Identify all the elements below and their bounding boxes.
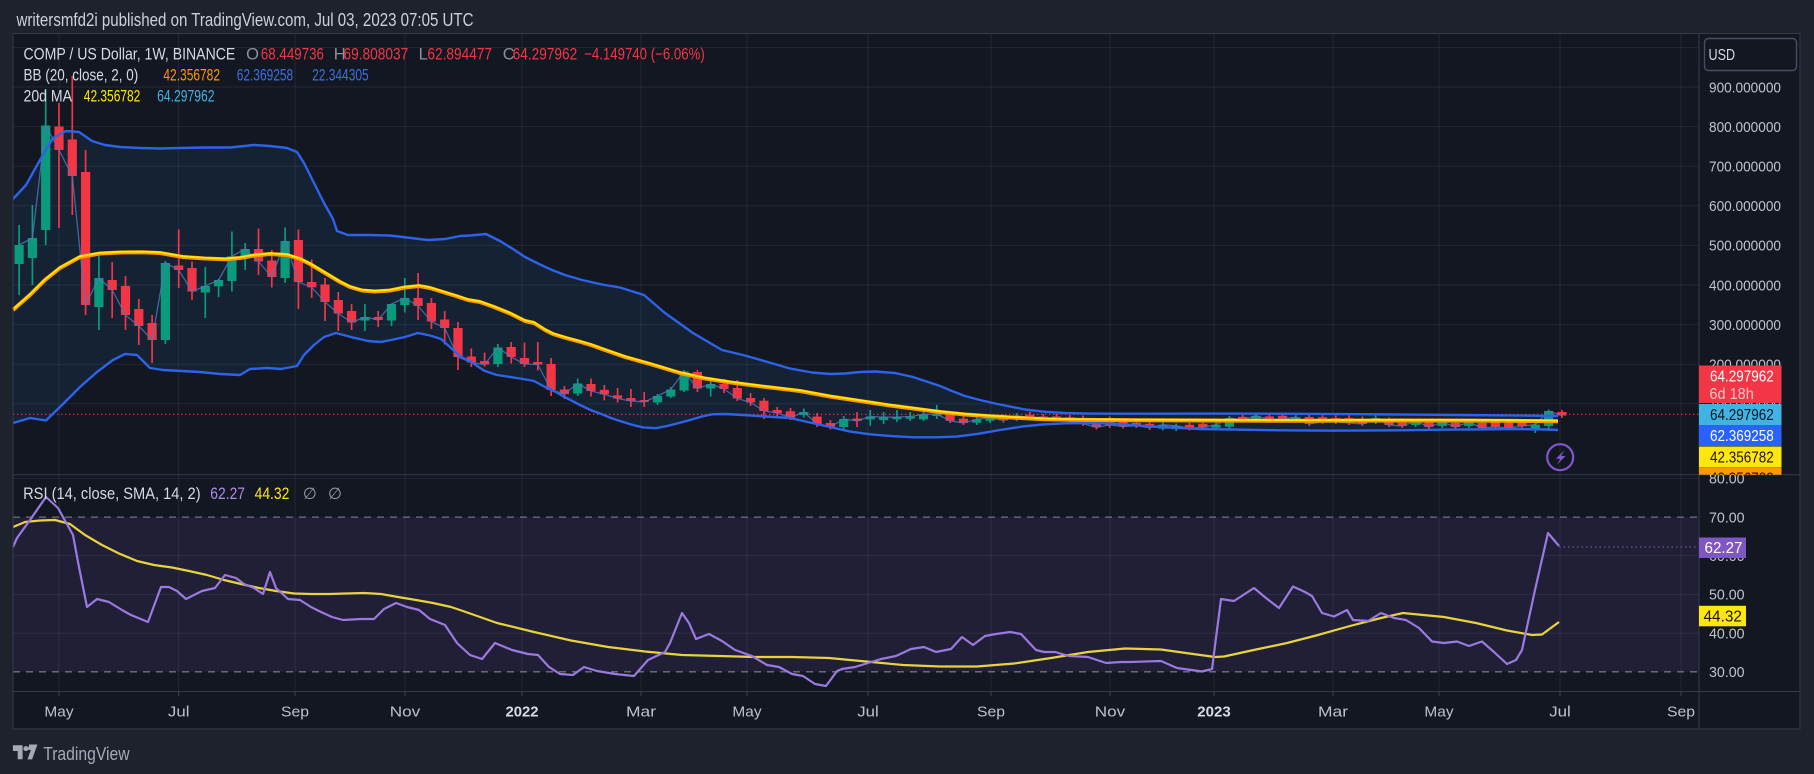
svg-text:writersmfd2i published on Trad: writersmfd2i published on TradingView.co… — [16, 10, 474, 30]
svg-text:42.356782: 42.356782 — [163, 67, 220, 85]
svg-text:62.27: 62.27 — [210, 485, 245, 503]
svg-text:64.297962: 64.297962 — [1710, 407, 1774, 424]
svg-text:22.344305: 22.344305 — [312, 67, 369, 85]
svg-text:Nov: Nov — [390, 704, 421, 721]
svg-text:800.000000: 800.000000 — [1709, 119, 1781, 136]
svg-text:Nov: Nov — [1095, 704, 1126, 721]
svg-text:Mar: Mar — [1318, 704, 1348, 721]
svg-text:400.000000: 400.000000 — [1709, 277, 1781, 294]
svg-text:40.00: 40.00 — [1709, 625, 1745, 642]
svg-text:May: May — [1424, 704, 1454, 721]
svg-text:62.27: 62.27 — [1705, 540, 1743, 557]
svg-text:900.000000: 900.000000 — [1709, 79, 1781, 96]
svg-text:62.894477: 62.894477 — [427, 46, 492, 64]
svg-text:42.356782: 42.356782 — [1710, 449, 1774, 466]
svg-text:Jul: Jul — [857, 704, 879, 721]
svg-text:42.356782: 42.356782 — [1710, 471, 1774, 488]
svg-text:64.297962: 64.297962 — [513, 46, 578, 64]
svg-text:300.000000: 300.000000 — [1709, 317, 1781, 334]
svg-text:BB (20, close, 2, 0): BB (20, close, 2, 0) — [24, 67, 139, 85]
svg-text:COMP / US Dollar, 1W, BINANCE: COMP / US Dollar, 1W, BINANCE — [24, 46, 236, 64]
svg-text:44.32: 44.32 — [1704, 609, 1743, 626]
svg-text:64.297962: 64.297962 — [1710, 369, 1774, 386]
svg-text:62.369258: 62.369258 — [237, 67, 294, 85]
svg-text:64.297962: 64.297962 — [157, 88, 214, 106]
svg-text:Sep: Sep — [281, 704, 309, 721]
svg-text:68.449736: 68.449736 — [261, 46, 324, 64]
svg-text:Sep: Sep — [977, 704, 1005, 721]
svg-text:Sep: Sep — [1667, 704, 1695, 721]
svg-text:Mar: Mar — [626, 704, 656, 721]
svg-text:700.000000: 700.000000 — [1709, 159, 1781, 176]
svg-text:30.00: 30.00 — [1709, 664, 1745, 681]
svg-text:C: C — [503, 46, 515, 64]
svg-text:RSI (14, close, SMA, 14, 2): RSI (14, close, SMA, 14, 2) — [23, 485, 201, 503]
svg-text:∅: ∅ — [328, 486, 342, 503]
svg-text:42.356782: 42.356782 — [84, 88, 141, 106]
svg-text:70.00: 70.00 — [1709, 509, 1745, 526]
svg-text:50.00: 50.00 — [1709, 587, 1745, 604]
svg-text:USD: USD — [1709, 47, 1736, 64]
svg-text:May: May — [732, 704, 762, 721]
svg-text:62.369258: 62.369258 — [1710, 428, 1774, 445]
svg-text:Jul: Jul — [168, 704, 190, 721]
svg-text:H: H — [334, 46, 346, 64]
svg-text:−4.149740 (−6.06%): −4.149740 (−6.06%) — [584, 46, 705, 64]
svg-text:O: O — [246, 46, 259, 64]
svg-text:500.000000: 500.000000 — [1709, 238, 1781, 255]
svg-text:∅: ∅ — [303, 486, 317, 503]
svg-text:80.00: 80.00 — [1709, 471, 1745, 488]
svg-text:69.808037: 69.808037 — [344, 46, 409, 64]
svg-text:Jul: Jul — [1549, 704, 1571, 721]
svg-text:600.000000: 600.000000 — [1709, 198, 1781, 215]
svg-text:May: May — [44, 704, 74, 721]
svg-text:6d 18h: 6d 18h — [1709, 386, 1753, 403]
svg-text:20d MA: 20d MA — [24, 88, 73, 106]
svg-text:44.32: 44.32 — [255, 485, 290, 503]
svg-text:L: L — [419, 46, 428, 64]
svg-text:2023: 2023 — [1197, 704, 1231, 721]
svg-text:TradingView: TradingView — [43, 743, 130, 764]
svg-text:2022: 2022 — [505, 704, 538, 721]
